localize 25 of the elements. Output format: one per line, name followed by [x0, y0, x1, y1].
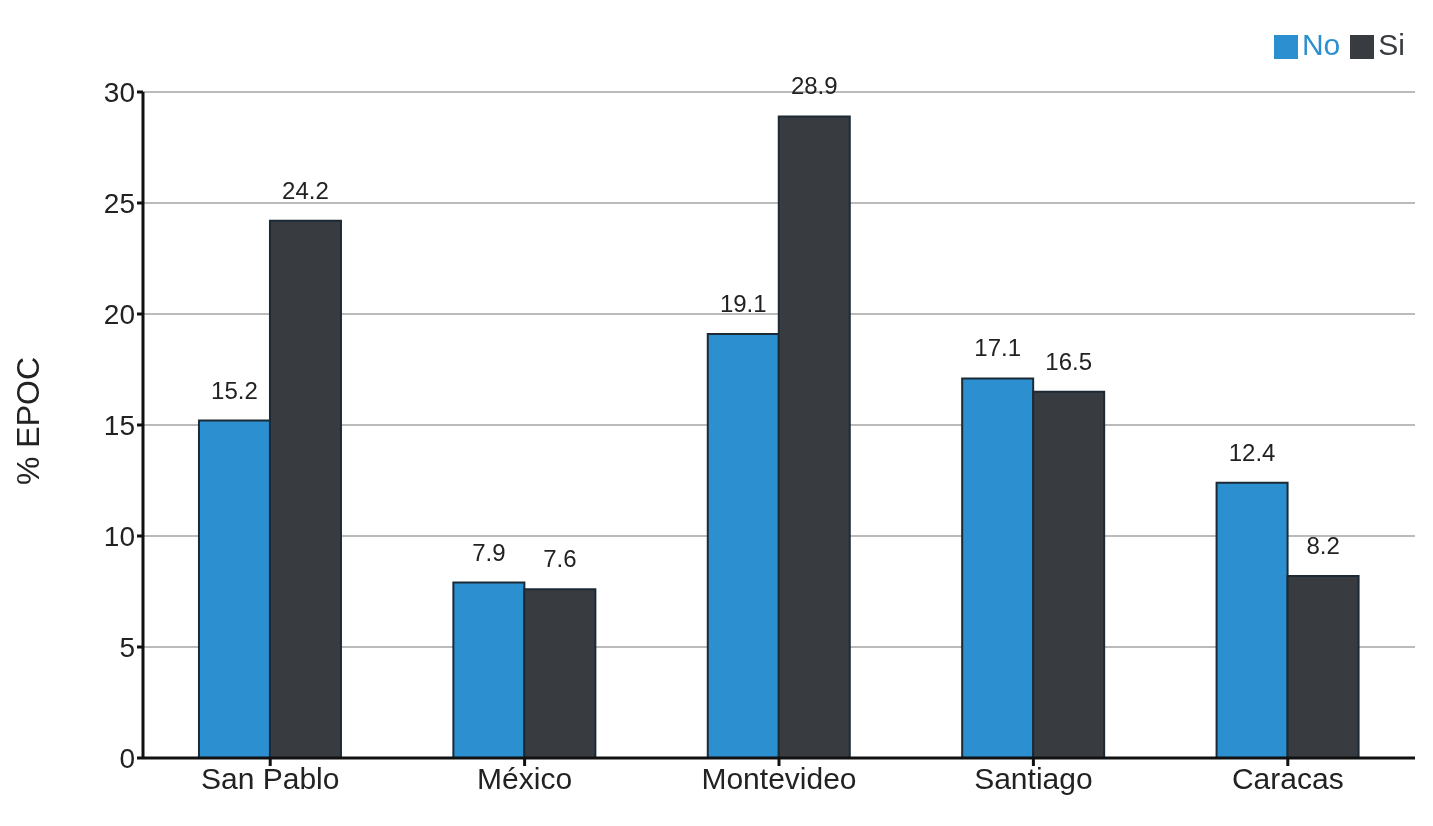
x-tick-label: San Pablo — [200, 762, 340, 796]
data-label: 17.1 — [974, 334, 1022, 362]
data-label: 7.6 — [543, 545, 577, 573]
data-label: 19.1 — [719, 289, 767, 317]
data-label: 8.2 — [1306, 531, 1340, 559]
y-tick-label: 25 — [103, 187, 135, 219]
y-tick-label: 0 — [119, 742, 135, 774]
y-tick-label: 30 — [103, 76, 135, 108]
y-tick-label: 10 — [103, 520, 135, 552]
x-tick-label: México — [477, 762, 573, 796]
data-label: 16.5 — [1045, 347, 1093, 375]
x-tick-label: Caracas — [1231, 762, 1344, 796]
x-tick-label: Montevideo — [701, 762, 857, 796]
data-label: 28.9 — [790, 72, 838, 100]
legend-label: Si — [1378, 28, 1405, 61]
data-label: 12.4 — [1228, 438, 1276, 466]
y-tick-label: 5 — [119, 631, 135, 663]
x-tick-label: Santiago — [974, 762, 1093, 796]
legend-label: No — [1301, 28, 1341, 61]
data-label: 24.2 — [282, 176, 329, 204]
y-tick-label: 15 — [103, 409, 135, 441]
y-tick-label: 20 — [103, 298, 135, 330]
data-label: 15.2 — [211, 376, 258, 404]
y-axis-title: % EPOC — [10, 356, 47, 485]
data-label: 7.9 — [472, 538, 506, 566]
